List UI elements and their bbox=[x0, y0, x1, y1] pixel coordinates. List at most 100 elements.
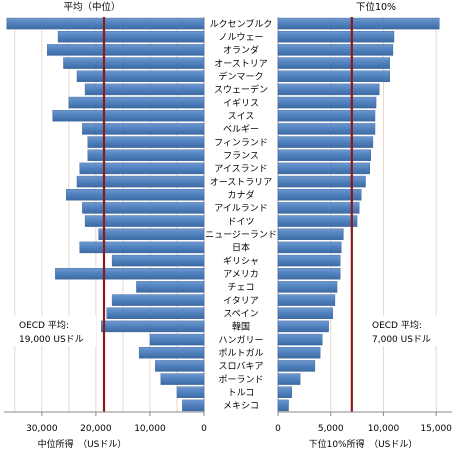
left-bar bbox=[79, 241, 205, 254]
country-label: スロバキア bbox=[218, 361, 263, 372]
right-bar bbox=[277, 215, 358, 227]
country-label: ベルギー bbox=[223, 124, 259, 135]
left-bar bbox=[76, 70, 205, 82]
right-bar bbox=[277, 281, 338, 293]
country-label: アイスランド bbox=[214, 164, 267, 175]
right-panel: 0 5,000 10,000 15,000 下位10%所得 （USドル） OECD 平… bbox=[275, 17, 452, 450]
country-label: ハンガリー bbox=[218, 335, 263, 346]
right-bar bbox=[277, 123, 376, 135]
country-label: 韓国 bbox=[232, 322, 250, 333]
right-bar bbox=[277, 241, 342, 254]
country-label: オーストラリア bbox=[210, 177, 273, 188]
left-bar bbox=[82, 123, 205, 135]
right-bar bbox=[277, 57, 390, 69]
left-bar bbox=[79, 162, 205, 175]
left-bar bbox=[84, 83, 205, 96]
left-x-axis-label: 中位所得 （USドル） bbox=[38, 438, 127, 450]
country-label: フィンランド bbox=[214, 137, 268, 148]
country-label: イタリア bbox=[223, 295, 259, 306]
right-bar bbox=[277, 162, 370, 175]
left-panel: 30,000 20,000 10,000 0 中位所得 （USドル） OECD 平均:… bbox=[4, 17, 207, 450]
left-tick-label: 10,000 bbox=[134, 424, 166, 434]
country-label: アメリカ bbox=[223, 269, 259, 280]
country-label: ドイツ bbox=[227, 217, 254, 227]
left-bar bbox=[136, 281, 205, 293]
country-label: スウェーデン bbox=[214, 84, 268, 96]
country-label: スイス bbox=[228, 112, 255, 122]
right-bar bbox=[277, 399, 289, 412]
left-bar bbox=[87, 136, 205, 148]
left-bar bbox=[106, 307, 205, 319]
right-bar bbox=[277, 31, 395, 43]
country-label: オーストリア bbox=[214, 58, 268, 69]
right-bar bbox=[277, 83, 380, 96]
right-tick-label: 5,000 bbox=[318, 424, 344, 434]
country-label: ポーランド bbox=[218, 374, 263, 385]
right-bar bbox=[277, 294, 336, 306]
left-bar bbox=[182, 399, 205, 412]
country-label: ポルトガル bbox=[218, 348, 263, 359]
country-label: スペイン bbox=[223, 310, 258, 320]
right-oecd-label-line2: 7,000 USドル bbox=[372, 335, 431, 345]
right-oecd-label-line1: OECD 平均: bbox=[372, 319, 422, 331]
left-tick-label: 0 bbox=[201, 424, 207, 434]
right-plot-area bbox=[278, 17, 452, 412]
left-bar bbox=[55, 268, 205, 280]
right-x-axis-label: 下位10%所得 （USドル） bbox=[309, 438, 418, 450]
left-bar bbox=[111, 294, 205, 306]
left-bar bbox=[176, 386, 205, 398]
right-bar bbox=[277, 320, 329, 333]
right-bar bbox=[277, 96, 377, 109]
right-bar bbox=[277, 307, 334, 319]
left-bar bbox=[138, 347, 205, 359]
country-label: ルクセンブルク bbox=[210, 18, 273, 30]
left-bar bbox=[111, 254, 205, 267]
country-label: ノルウェー bbox=[218, 32, 263, 43]
country-label: ギリシャ bbox=[223, 256, 259, 267]
country-label: フランス bbox=[223, 151, 259, 162]
right-bar bbox=[277, 110, 376, 122]
left-bar bbox=[6, 17, 205, 30]
country-label: デンマーク bbox=[218, 71, 263, 83]
country-label: イギリス bbox=[223, 98, 259, 109]
right-tick-label: 0 bbox=[275, 424, 281, 434]
left-bar bbox=[87, 149, 205, 161]
country-label: チェコ bbox=[227, 282, 254, 293]
country-label: アイルランド bbox=[214, 203, 268, 214]
left-tick-label: 20,000 bbox=[80, 424, 112, 434]
right-tick-label: 15,000 bbox=[420, 424, 452, 434]
country-label: ニュージーランド bbox=[205, 230, 277, 241]
left-bar bbox=[84, 215, 205, 227]
right-bar bbox=[277, 136, 374, 148]
left-oecd-label-line2: 19,000 USドル bbox=[19, 335, 84, 345]
right-bar bbox=[277, 189, 362, 201]
left-oecd-label-line1: OECD 平均: bbox=[19, 319, 69, 331]
country-label: メキシコ bbox=[223, 402, 259, 412]
left-bar bbox=[82, 202, 205, 214]
right-bar bbox=[277, 149, 372, 161]
left-bar bbox=[76, 175, 205, 188]
right-tick-label: 10,000 bbox=[368, 424, 400, 434]
left-bar bbox=[63, 57, 205, 69]
left-bar bbox=[98, 228, 205, 240]
left-bar bbox=[52, 110, 205, 122]
right-bar bbox=[277, 17, 440, 30]
right-bar bbox=[277, 228, 344, 240]
left-bar bbox=[68, 96, 205, 109]
country-label: 日本 bbox=[232, 242, 250, 254]
left-panel-title: 平均（中位） bbox=[63, 1, 120, 13]
country-label: オランダ bbox=[223, 44, 259, 56]
right-bar bbox=[277, 386, 292, 398]
right-bar bbox=[277, 202, 360, 214]
country-label: トルコ bbox=[228, 389, 255, 399]
right-bar bbox=[277, 347, 321, 359]
left-bar bbox=[160, 373, 205, 385]
left-tick-label: 30,000 bbox=[26, 424, 58, 434]
left-bar bbox=[65, 189, 205, 201]
right-bar bbox=[277, 70, 390, 82]
left-bar bbox=[101, 320, 205, 333]
right-bar bbox=[277, 254, 341, 267]
right-bar bbox=[277, 360, 316, 372]
country-label: カナダ bbox=[227, 189, 254, 201]
